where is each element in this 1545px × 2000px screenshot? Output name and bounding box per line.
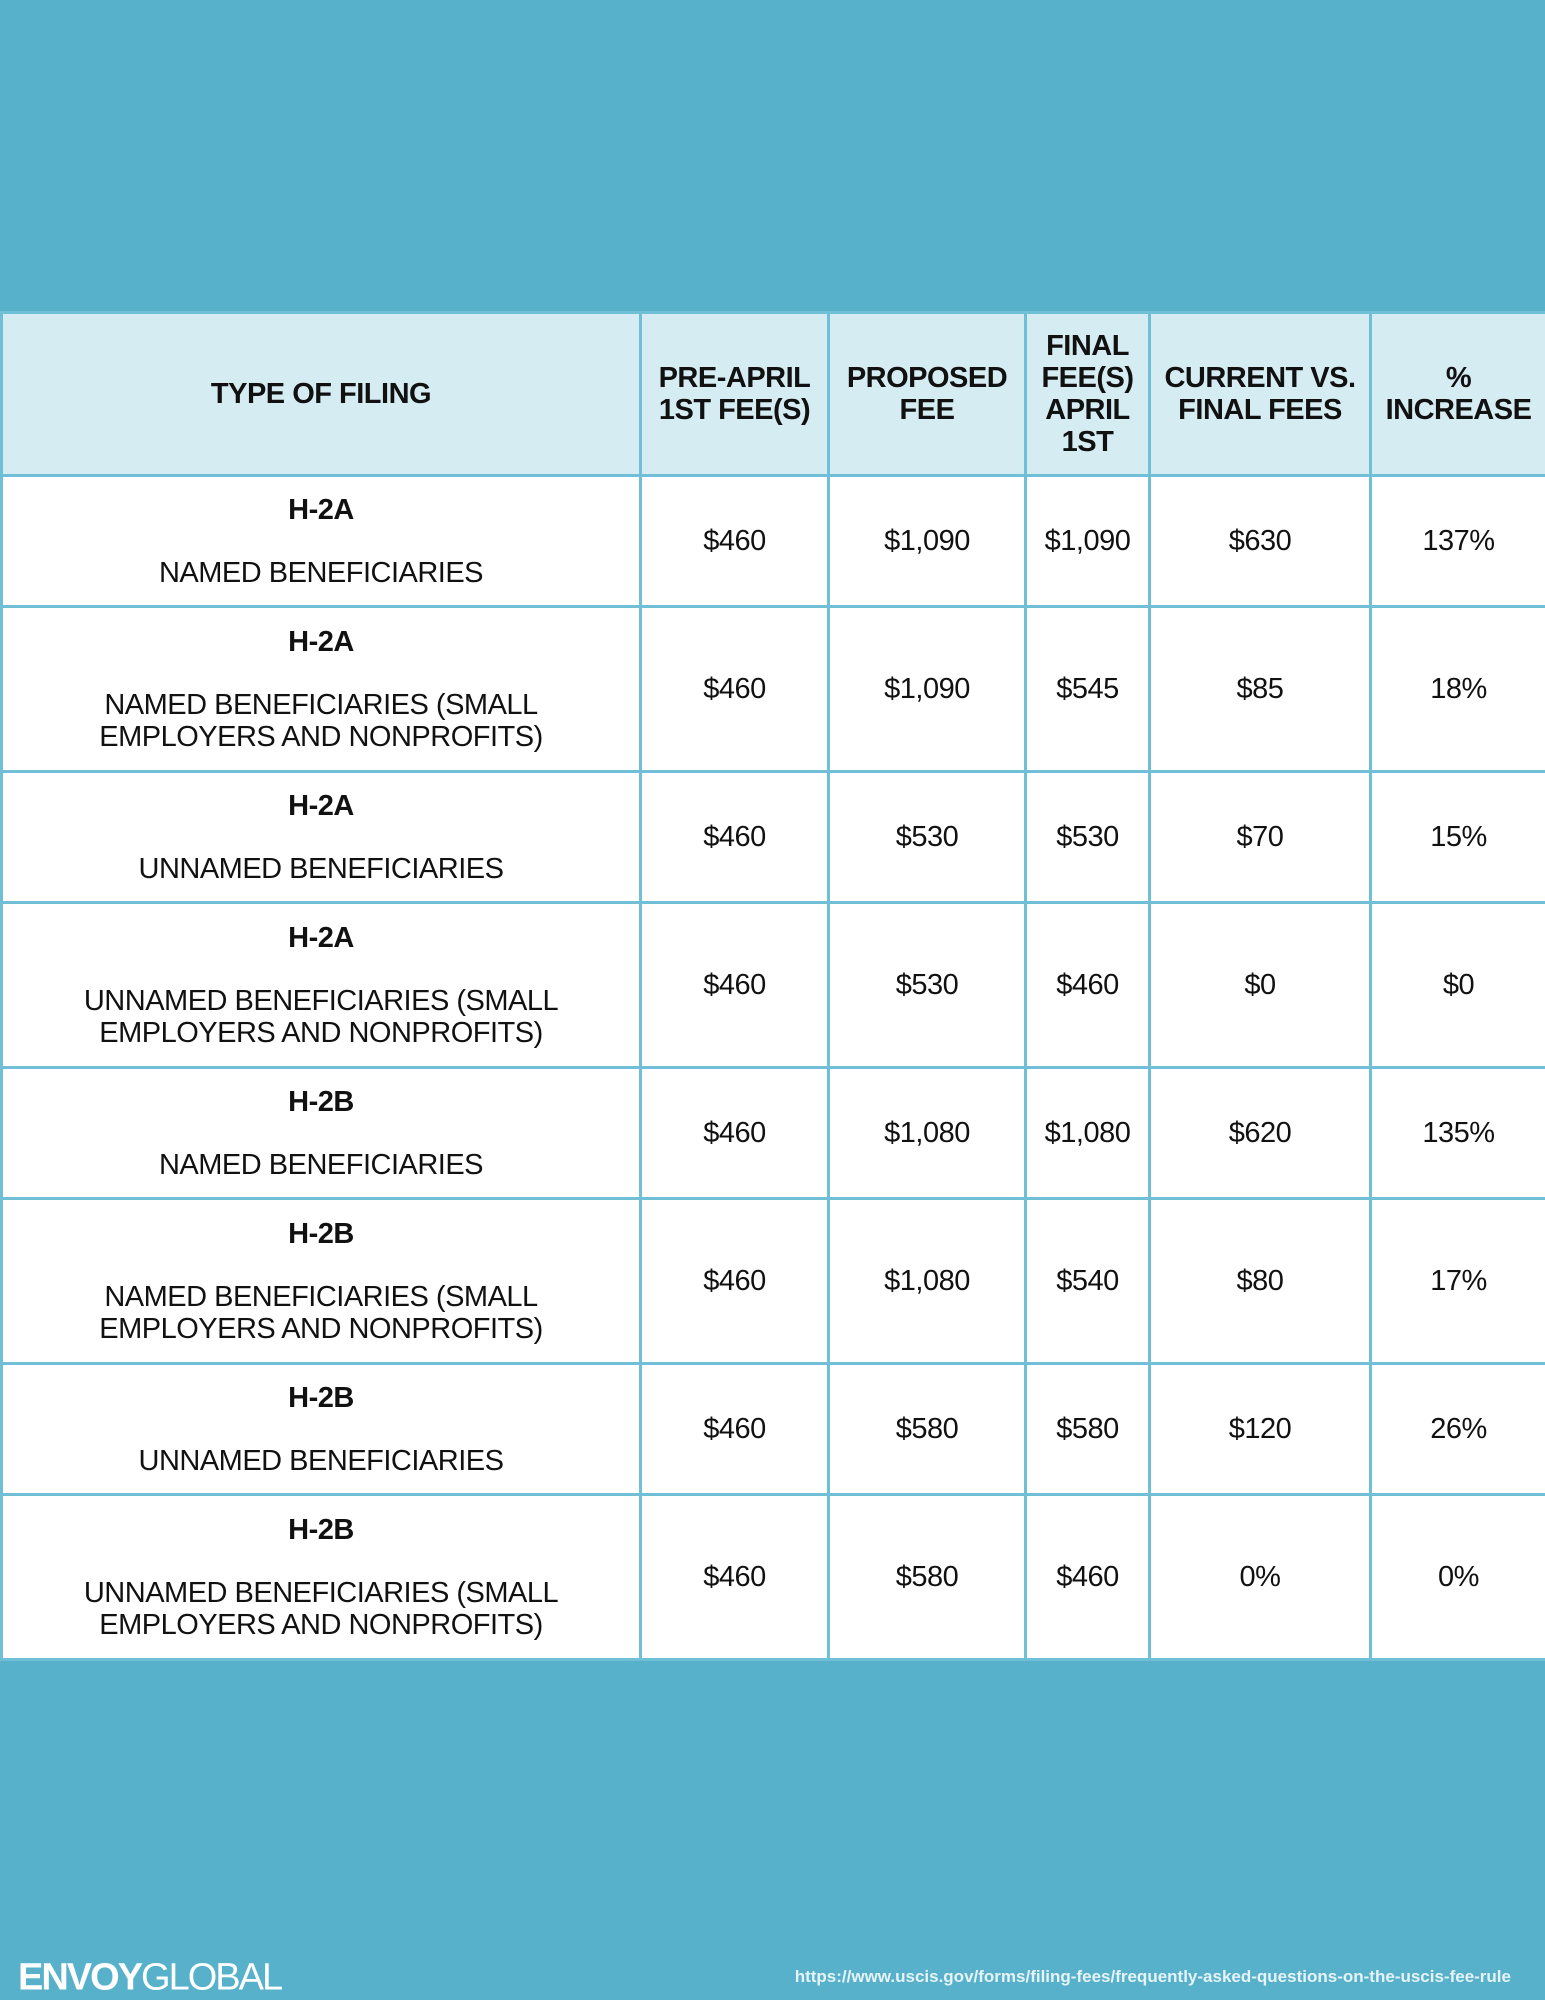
- fee-difference-cell: $630: [1148, 474, 1372, 608]
- proposed-fee-cell: $580: [827, 1362, 1027, 1496]
- fee-difference-cell: 0%: [1148, 1493, 1372, 1661]
- filing-code: H-2B: [288, 1218, 354, 1250]
- pre-april-fee-cell: $460: [639, 901, 830, 1069]
- table-header-row: TYPE OF FILING PRE-APRIL 1ST FEE(S) PROPO…: [0, 311, 1545, 477]
- final-fee-cell: $460: [1024, 1493, 1151, 1661]
- percent-increase-cell: 137%: [1369, 474, 1545, 608]
- filing-code: H-2A: [288, 922, 354, 954]
- filing-type-cell: H-2A UNNAMED BENEFICIARIES: [0, 770, 642, 904]
- filing-description: NAMED BENEFICIARIES: [158, 1149, 484, 1181]
- proposed-fee-cell: $1,080: [827, 1197, 1027, 1365]
- table-row: H-2A UNNAMED BENEFICIARIES (SMALL EMPLOYER…: [0, 901, 1545, 1069]
- proposed-fee-cell: $1,090: [827, 605, 1027, 773]
- filing-code: H-2B: [288, 1086, 354, 1118]
- header-current-vs-final: CURRENT VS. FINAL FEES: [1148, 311, 1372, 477]
- filing-type-cell: H-2A UNNAMED BENEFICIARIES (SMALL EMPLOYER…: [0, 901, 642, 1069]
- fee-comparison-table: TYPE OF FILING PRE-APRIL 1ST FEE(S) PROPO…: [0, 311, 1545, 1661]
- filing-type-cell: H-2B UNNAMED BENEFICIARIES: [0, 1362, 642, 1496]
- final-fee-cell: $1,080: [1024, 1066, 1151, 1200]
- fee-difference-cell: $70: [1148, 770, 1372, 904]
- final-fee-cell: $460: [1024, 901, 1151, 1069]
- header-type-of-filing: TYPE OF FILING: [0, 311, 642, 477]
- fee-difference-cell: $120: [1148, 1362, 1372, 1496]
- filing-type-cell: H-2A NAMED BENEFICIARIES: [0, 474, 642, 608]
- proposed-fee-cell: $1,080: [827, 1066, 1027, 1200]
- percent-increase-cell: $0: [1369, 901, 1545, 1069]
- pre-april-fee-cell: $460: [639, 1066, 830, 1200]
- pre-april-fee-cell: $460: [639, 770, 830, 904]
- table-row: H-2A NAMED BENEFICIARIES $460 $1,090 $1,0…: [0, 474, 1545, 608]
- filing-type-cell: H-2A NAMED BENEFICIARIES (SMALL EMPLOYERS …: [0, 605, 642, 773]
- filing-type-cell: H-2B NAMED BENEFICIARIES (SMALL EMPLOYERS …: [0, 1197, 642, 1365]
- filing-code: H-2A: [288, 626, 354, 658]
- filing-description: NAMED BENEFICIARIES: [158, 557, 484, 589]
- filing-type-cell: H-2B UNNAMED BENEFICIARIES (SMALL EMPLOYER…: [0, 1493, 642, 1661]
- fee-difference-cell: $620: [1148, 1066, 1372, 1200]
- logo-light-text: GLOBAL: [141, 1956, 283, 1999]
- proposed-fee-cell: $580: [827, 1493, 1027, 1661]
- source-url: https://www.uscis.gov/forms/filing-fees/…: [794, 1967, 1511, 1986]
- fee-difference-cell: $0: [1148, 901, 1372, 1069]
- table-row: H-2B UNNAMED BENEFICIARIES $460 $580 $580…: [0, 1362, 1545, 1496]
- filing-code: H-2B: [288, 1382, 354, 1414]
- percent-increase-cell: 26%: [1369, 1362, 1545, 1496]
- percent-increase-cell: 135%: [1369, 1066, 1545, 1200]
- percent-increase-cell: 0%: [1369, 1493, 1545, 1661]
- header-final-fee: FINAL FEE(S) APRIL 1ST: [1024, 311, 1151, 477]
- final-fee-cell: $1,090: [1024, 474, 1151, 608]
- percent-increase-cell: 17%: [1369, 1197, 1545, 1365]
- filing-description: NAMED BENEFICIARIES (SMALL EMPLOYERS AND …: [99, 1281, 543, 1345]
- proposed-fee-cell: $530: [827, 901, 1027, 1069]
- header-pre-april-fee: PRE-APRIL 1ST FEE(S): [639, 311, 830, 477]
- filing-description: UNNAMED BENEFICIARIES (SMALL EMPLOYERS AN…: [83, 985, 559, 1049]
- table-row: H-2A UNNAMED BENEFICIARIES $460 $530 $530…: [0, 770, 1545, 904]
- filing-type-cell: H-2B NAMED BENEFICIARIES: [0, 1066, 642, 1200]
- logo-bold-text: ENVOY: [18, 1956, 143, 1999]
- filing-description: UNNAMED BENEFICIARIES: [138, 853, 504, 885]
- header-percent-increase: % INCREASE: [1369, 311, 1545, 477]
- filing-description: UNNAMED BENEFICIARIES: [138, 1445, 504, 1477]
- filing-description: UNNAMED BENEFICIARIES (SMALL EMPLOYERS AN…: [83, 1577, 559, 1641]
- table-row: H-2B NAMED BENEFICIARIES $460 $1,080 $1,0…: [0, 1066, 1545, 1200]
- proposed-fee-cell: $530: [827, 770, 1027, 904]
- pre-april-fee-cell: $460: [639, 1197, 830, 1365]
- table-row: H-2A NAMED BENEFICIARIES (SMALL EMPLOYERS …: [0, 605, 1545, 773]
- pre-april-fee-cell: $460: [639, 474, 830, 608]
- proposed-fee-cell: $1,090: [827, 474, 1027, 608]
- header-proposed-fee: PROPOSED FEE: [827, 311, 1027, 477]
- final-fee-cell: $545: [1024, 605, 1151, 773]
- filing-code: H-2A: [288, 790, 354, 822]
- percent-increase-cell: 18%: [1369, 605, 1545, 773]
- final-fee-cell: $530: [1024, 770, 1151, 904]
- filing-code: H-2A: [288, 494, 354, 526]
- final-fee-cell: $580: [1024, 1362, 1151, 1496]
- filing-code: H-2B: [288, 1514, 354, 1546]
- pre-april-fee-cell: $460: [639, 1362, 830, 1496]
- fee-difference-cell: $85: [1148, 605, 1372, 773]
- percent-increase-cell: 15%: [1369, 770, 1545, 904]
- pre-april-fee-cell: $460: [639, 605, 830, 773]
- pre-april-fee-cell: $460: [639, 1493, 830, 1661]
- table-row: H-2B NAMED BENEFICIARIES (SMALL EMPLOYERS …: [0, 1197, 1545, 1365]
- table-row: H-2B UNNAMED BENEFICIARIES (SMALL EMPLOYER…: [0, 1493, 1545, 1661]
- filing-description: NAMED BENEFICIARIES (SMALL EMPLOYERS AND …: [99, 689, 543, 753]
- envoy-global-logo: ENVOYGLOBAL: [18, 1956, 283, 2000]
- fee-difference-cell: $80: [1148, 1197, 1372, 1365]
- final-fee-cell: $540: [1024, 1197, 1151, 1365]
